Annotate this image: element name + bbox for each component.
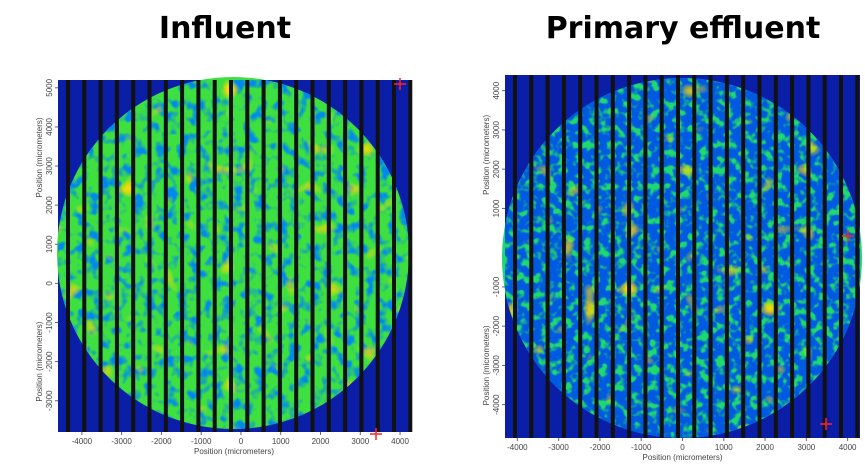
y-tick-label: 2000 (492, 160, 501, 178)
scan-stripe (326, 80, 331, 432)
x-tick-label: -3000 (548, 443, 569, 452)
scan-stripe (627, 75, 632, 438)
scan-stripe (277, 80, 282, 432)
x-tick-label: -4000 (72, 437, 93, 446)
scan-stripe (659, 75, 664, 438)
scan-stripe (82, 80, 87, 432)
scan-stripe (261, 80, 266, 432)
marker-cross (842, 230, 854, 242)
scan-stripe (610, 75, 615, 438)
y-tick-label: -1000 (492, 276, 501, 297)
scan-stripe (310, 80, 315, 432)
y-tick-label: -3000 (492, 355, 501, 376)
y-tick-label: 5000 (45, 78, 54, 96)
y-tick-label: 1000 (492, 199, 501, 217)
scan-stripe (408, 80, 413, 432)
x-tick-label: -1000 (631, 443, 652, 452)
scan-stripe (806, 75, 811, 438)
map-image (57, 77, 413, 440)
scan-stripe (839, 75, 843, 438)
x-axis-label: Position (micrometers) (642, 453, 722, 462)
x-tick-label: 2000 (312, 437, 330, 446)
scan-stripe (245, 80, 250, 432)
x-tick-label: -2000 (590, 443, 611, 452)
panel-title: Primary effluent (546, 11, 821, 46)
y-tick-label: -3000 (45, 390, 54, 411)
x-tick-label: 3000 (797, 443, 815, 452)
scan-stripe (643, 75, 648, 438)
map-image (502, 75, 862, 438)
x-tick-label: 0 (680, 443, 685, 452)
x-axis-label: Position (micrometers) (194, 447, 274, 456)
scan-stripe (676, 75, 680, 438)
scan-stripe (131, 80, 136, 432)
marker-cross (370, 428, 382, 440)
scan-stripe (66, 80, 70, 432)
scan-stripe (561, 75, 566, 438)
y-tick-label: 4000 (45, 117, 54, 135)
scan-stripe (375, 80, 380, 432)
y-tick-label: -2000 (45, 351, 54, 372)
marker-cross (820, 418, 832, 430)
x-tick-label: 2000 (756, 443, 774, 452)
scan-stripe (529, 75, 534, 438)
scan-stripe (98, 80, 103, 432)
scan-stripe (212, 80, 217, 432)
x-tick-label: -4000 (507, 443, 528, 452)
scan-stripe (578, 75, 583, 438)
x-tick-label: 4000 (391, 437, 409, 446)
x-tick-label: -3000 (111, 437, 132, 446)
x-tick-label: 1000 (272, 437, 290, 446)
scan-stripe (180, 80, 185, 432)
scan-stripe (392, 80, 396, 432)
x-tick-label: 3000 (351, 437, 369, 446)
panel-title: Influent (159, 11, 291, 46)
y-tick-label: 0 (45, 281, 54, 286)
x-tick-label: 4000 (839, 443, 857, 452)
y-axis-label: Position (micrometers) (35, 321, 44, 401)
scan-stripe (114, 80, 119, 432)
y-axis-label: Position (micrometers) (482, 325, 491, 405)
y-tick-label: -4000 (492, 394, 501, 415)
scan-stripe (294, 80, 299, 432)
scan-stripe (692, 75, 697, 438)
scan-stripe (724, 75, 729, 438)
scan-stripe (359, 80, 364, 432)
scan-stripe (343, 80, 348, 432)
x-tick-label: 0 (239, 437, 244, 446)
x-tick-label: -1000 (191, 437, 212, 446)
scan-stripe (757, 75, 762, 438)
scan-stripe (773, 75, 778, 438)
scan-stripe (196, 80, 201, 432)
y-tick-label: 4000 (492, 81, 501, 99)
scan-stripe (545, 75, 550, 438)
scan-stripe (594, 75, 599, 438)
y-tick-label: 3000 (45, 157, 54, 175)
scan-stripe (741, 75, 746, 438)
scan-stripe (147, 80, 152, 432)
scan-stripe (163, 80, 168, 432)
y-tick-label: -2000 (492, 315, 501, 336)
scan-stripe (790, 75, 795, 438)
y-axis-label: Position (micrometers) (35, 117, 44, 197)
y-axis-label: Position (micrometers) (482, 115, 491, 195)
marker-cross (394, 78, 406, 90)
scan-stripe (822, 75, 827, 438)
scan-stripe (513, 75, 517, 438)
scan-stripe (855, 75, 860, 438)
y-tick-label: 3000 (492, 120, 501, 138)
y-tick-label: -1000 (45, 312, 54, 333)
x-tick-label: 1000 (715, 443, 733, 452)
scan-stripe (229, 80, 233, 432)
scan-stripe (708, 75, 713, 438)
y-tick-label: 2000 (45, 196, 54, 214)
x-tick-label: -2000 (151, 437, 172, 446)
y-tick-label: 1000 (45, 235, 54, 253)
